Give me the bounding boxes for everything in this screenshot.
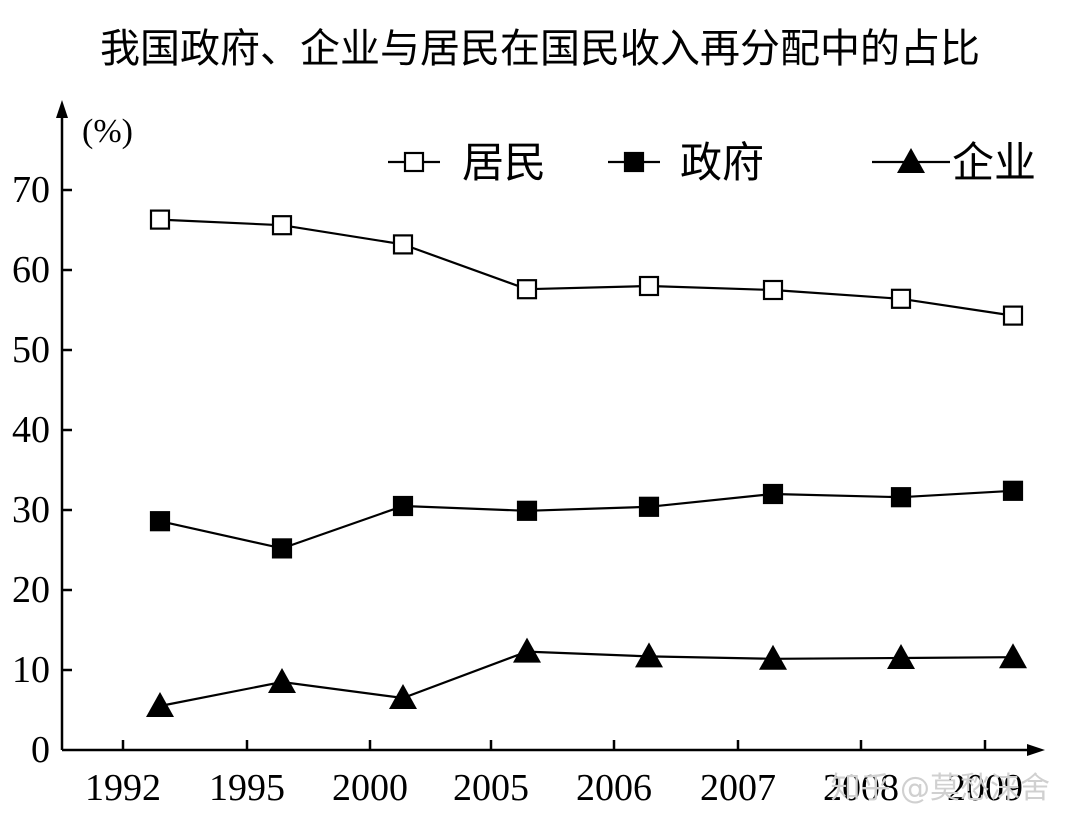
x-tick-label: 1995 (209, 767, 285, 809)
legend-marker (403, 151, 425, 173)
watermark: 知乎 @莫愁涞舍 (830, 771, 1050, 806)
legend: 居民 政府 企业 (388, 138, 1036, 187)
series-line (159, 650, 1014, 708)
y-tick-label: 20 (12, 569, 50, 611)
x-ticks: 1992 1995 2000 2005 2006 2007 2008 2009 (85, 740, 1023, 809)
x-axis-arrow (1027, 744, 1045, 756)
y-axis-unit: (%) (82, 113, 133, 150)
x-tick-label: 2009 (947, 767, 1023, 809)
series-0 (149, 209, 1024, 326)
data-point (638, 496, 660, 517)
series-1 (149, 480, 1024, 559)
data-point (271, 538, 293, 559)
y-axis: (%) 0 10 20 30 40 50 60 70 (12, 100, 133, 771)
data-point (638, 275, 660, 297)
legend-label: 企业 (952, 138, 1036, 187)
series-layer (146, 209, 1027, 717)
data-point (1002, 480, 1024, 501)
y-tick-label: 60 (12, 249, 50, 291)
data-point (999, 643, 1027, 669)
y-tick-label: 70 (12, 169, 50, 211)
data-point (890, 288, 912, 309)
data-point (887, 644, 915, 669)
x-axis: 1992 1995 2000 2005 2006 2007 2008 2009 (62, 740, 1045, 809)
x-tick-label: 2005 (453, 767, 529, 809)
data-point (149, 511, 171, 532)
data-point (516, 500, 538, 521)
data-point (759, 644, 787, 670)
data-point (146, 692, 174, 717)
series-line (159, 489, 1014, 550)
data-point (268, 668, 296, 693)
legend-marker (897, 148, 925, 173)
data-point (890, 487, 912, 508)
x-tick-label: 2000 (332, 767, 408, 809)
legend-item-2: 企业 (872, 138, 1036, 187)
y-tick-label: 40 (12, 409, 50, 451)
y-tick-label: 10 (12, 649, 50, 691)
data-point (516, 279, 538, 300)
data-point (762, 483, 784, 505)
data-point (149, 209, 171, 230)
data-point (513, 637, 541, 663)
y-tick-label: 30 (12, 489, 50, 531)
legend-marker (623, 151, 645, 173)
y-ticks: 0 10 20 30 40 50 60 70 (12, 169, 72, 771)
data-point (635, 642, 663, 668)
data-point (392, 495, 414, 517)
chart-title: 我国政府、企业与居民在国民收入再分配中的占比 (100, 26, 980, 72)
series-2 (146, 637, 1027, 717)
data-point (389, 684, 417, 709)
data-point (762, 279, 784, 301)
x-tick-label: 2006 (576, 767, 652, 809)
legend-item-1: 政府 (608, 138, 764, 187)
y-tick-label: 0 (31, 729, 50, 771)
x-tick-label: 2008 (823, 767, 899, 809)
data-point (271, 215, 293, 236)
y-tick-label: 50 (12, 329, 50, 371)
data-point (392, 234, 414, 255)
y-axis-arrow (56, 100, 68, 118)
x-tick-label: 2007 (700, 767, 776, 809)
data-point (1002, 305, 1024, 326)
legend-label: 居民 (462, 138, 546, 187)
series-line (159, 218, 1014, 317)
x-tick-label: 1992 (85, 767, 161, 809)
legend-label: 政府 (680, 138, 764, 187)
legend-item-0: 居民 (388, 138, 546, 187)
